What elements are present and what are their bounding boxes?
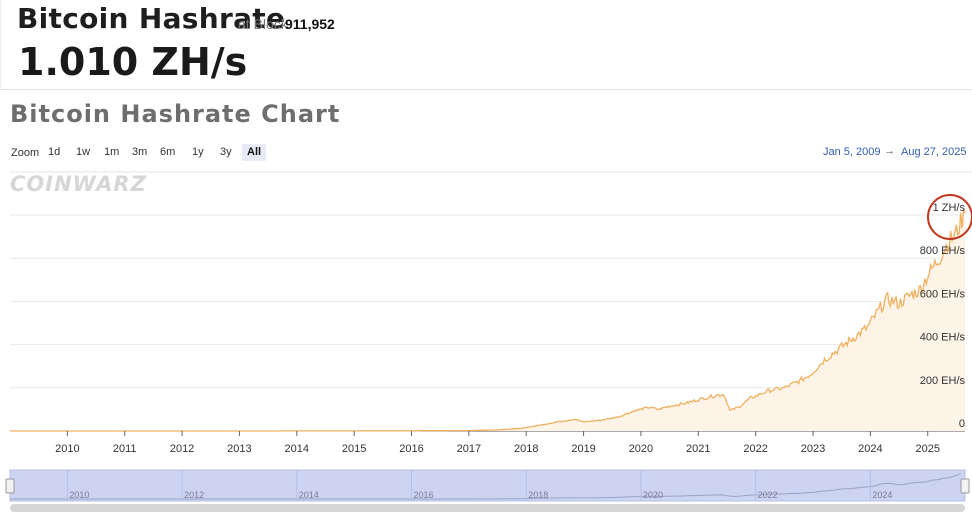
zoom-button-all[interactable]: All xyxy=(242,144,267,161)
range-arrow-icon: → xyxy=(884,145,895,157)
x-tick-label: 2012 xyxy=(170,443,194,455)
series-line xyxy=(10,208,966,432)
y-tick-label: 400 EH/s xyxy=(920,332,966,344)
y-tick-label: 1 ZH/s xyxy=(933,202,966,214)
zoom-button-1d[interactable]: 1d xyxy=(48,146,61,158)
range-from-date[interactable]: Jan 5, 2009 xyxy=(823,146,881,158)
coinwarz-logo: COINWARZ xyxy=(10,172,147,196)
chart-panel-title: Bitcoin Hashrate Chart xyxy=(10,100,341,128)
x-axis: 2010 2011 2012 2013 2014 2015 2016 2017 2018 2019… xyxy=(55,431,940,455)
x-tick-label: 2014 xyxy=(285,443,309,455)
page-title: Bitcoin Hashrate xyxy=(17,2,286,35)
zoom-button-1m[interactable]: 1m xyxy=(104,146,120,158)
zoom-button-1y[interactable]: 1y xyxy=(192,146,204,158)
navigator-label: 2018 xyxy=(528,490,548,500)
zoom-button-6m[interactable]: 6m xyxy=(160,146,176,158)
navigator[interactable]: 2010 2012 2014 2016 2018 2020 2022 2024 xyxy=(5,469,970,512)
y-tick-label: 600 EH/s xyxy=(920,288,966,300)
x-tick-label: 2021 xyxy=(686,443,710,455)
zoom-button-1w[interactable]: 1w xyxy=(76,146,91,158)
navigator-label: 2024 xyxy=(872,490,892,500)
x-tick-label: 2016 xyxy=(399,443,423,455)
navigator-series xyxy=(10,473,961,500)
zoom-button-3m[interactable]: 3m xyxy=(132,146,148,158)
navigator-label: 2016 xyxy=(414,490,434,500)
y-axis: 0 200 EH/s 400 EH/s 600 EH/s 800 EH/s 1 ZH/s xyxy=(920,202,966,430)
x-tick-label: 2013 xyxy=(227,443,251,455)
navigator-label: 2014 xyxy=(299,490,319,500)
navigator-label: 2022 xyxy=(758,490,778,500)
range-to-date[interactable]: Aug 27, 2025 xyxy=(901,146,967,158)
x-tick-label: 2020 xyxy=(629,443,653,455)
navigator-window xyxy=(9,469,966,502)
current-hashrate-value: 1.010 ZH/s xyxy=(18,40,248,84)
zoom-button-3y[interactable]: 3y xyxy=(220,146,232,158)
highlight-circle xyxy=(927,194,972,240)
navigator-label: 2010 xyxy=(69,490,89,500)
x-tick-label: 2024 xyxy=(858,443,882,455)
navigator-label: 2020 xyxy=(643,490,663,500)
x-tick-label: 2023 xyxy=(801,443,825,455)
y-tick-label: 800 EH/s xyxy=(920,245,966,257)
zoom-label: Zoom xyxy=(11,147,40,159)
at-block-label: at Block xyxy=(238,16,288,32)
y-tick-label: 200 EH/s xyxy=(920,375,966,387)
navigator-scrollbar xyxy=(10,504,965,512)
x-tick-label: 2011 xyxy=(113,443,137,455)
x-tick-label: 2019 xyxy=(571,443,595,455)
navigator-label: 2012 xyxy=(184,490,204,500)
y-tick-label: 0 xyxy=(959,418,965,430)
x-tick-label: 2025 xyxy=(915,443,939,455)
series-area xyxy=(10,209,965,431)
navigator-left-handle xyxy=(5,478,15,494)
block-number: 911,952 xyxy=(285,16,335,32)
page-header: Bitcoin Hashrate at Block 911,952 1.010 … xyxy=(0,0,972,90)
navigator-right-handle xyxy=(960,478,970,494)
x-tick-label: 2018 xyxy=(514,443,538,455)
x-tick-label: 2022 xyxy=(743,443,767,455)
x-tick-label: 2015 xyxy=(342,443,366,455)
x-tick-label: 2010 xyxy=(55,443,79,455)
x-tick-label: 2017 xyxy=(457,443,481,455)
